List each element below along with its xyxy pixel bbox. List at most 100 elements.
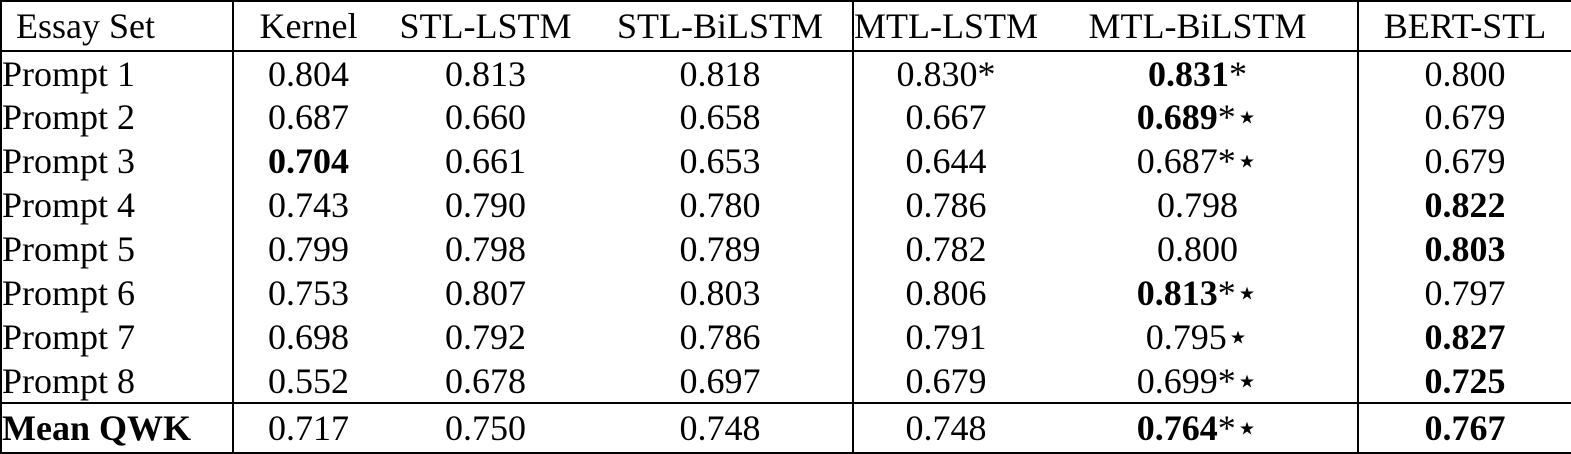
header-row: Essay Set Kernel STL-LSTM STL-BiLSTM MTL…: [1, 1, 1571, 52]
score-value: 0.792: [445, 317, 526, 357]
row-label: Mean QWK: [1, 402, 233, 453]
score-cell: 0.653: [588, 139, 853, 183]
score-value: 0.699: [1136, 360, 1218, 401]
score-cell: 0.789: [588, 227, 853, 271]
score-cell: 0.552: [232, 359, 383, 403]
significance-marker: ⋆: [1226, 317, 1250, 357]
mean-qwk-row: Mean QWK 0.717 0.750 0.748 0.748 0.764*⋆ 0.767: [1, 402, 1571, 453]
score-cell: 0.797: [1357, 271, 1571, 315]
score-cell: 0.743: [232, 183, 383, 227]
score-cell: 0.644: [852, 139, 1038, 183]
score-value: 0.798: [1157, 185, 1238, 225]
row-label: Prompt 5: [2, 229, 136, 269]
score-value: 0.658: [679, 97, 761, 137]
score-cell: 0.798: [383, 227, 588, 271]
score-value: 0.795: [1145, 317, 1227, 357]
score-cell: 0.830*: [852, 51, 1038, 95]
score-cell: 0.698: [232, 315, 383, 359]
score-cell: 0.687*⋆: [1038, 139, 1358, 183]
score-value: 0.743: [268, 185, 349, 225]
table-row-prompt-2: Prompt 2 0.687 0.660 0.658 0.667 0.689*⋆ 0.679: [1, 95, 1571, 139]
score-value: 0.800: [1424, 53, 1506, 94]
score-value: 0.782: [905, 229, 987, 269]
score-cell: 0.831*: [1038, 51, 1358, 95]
table-row-prompt-3: Prompt 3 0.704 0.661 0.653 0.644 0.687*⋆ 0.679: [1, 139, 1571, 183]
score-cell: 0.660: [383, 95, 588, 139]
score-value: 0.552: [268, 360, 349, 401]
row-label: Prompt 1: [2, 53, 136, 94]
score-value: 0.689: [1136, 97, 1218, 137]
score-cell: 0.658: [588, 95, 853, 139]
score-value: 0.803: [1424, 229, 1506, 269]
score-value: 0.804: [268, 53, 349, 94]
score-cell: 0.818: [588, 51, 853, 95]
row-label: Prompt 8: [2, 360, 136, 401]
score-cell: 0.807: [383, 271, 588, 315]
column-header-bert-stl: BERT-STL: [1357, 1, 1571, 52]
score-cell: 0.791: [852, 315, 1038, 359]
score-cell: 0.717: [232, 402, 383, 453]
score-cell: 0.687: [232, 95, 383, 139]
score-value: 0.687: [268, 97, 349, 137]
score-cell: 0.804: [232, 51, 383, 95]
score-value: 0.644: [905, 141, 987, 181]
score-cell: 0.800: [1357, 51, 1571, 95]
column-header-mtl-bilstm: MTL-BiLSTM: [1038, 1, 1358, 52]
score-value: 0.790: [445, 185, 526, 225]
score-value: 0.667: [905, 97, 987, 137]
score-cell: 0.792: [383, 315, 588, 359]
row-label: Prompt 4: [2, 185, 136, 225]
column-header-stl-bilstm: STL-BiLSTM: [588, 1, 853, 52]
score-value: 0.704: [268, 141, 349, 181]
score-cell: 0.748: [588, 402, 853, 453]
score-cell: 0.697: [588, 359, 853, 403]
score-value: 0.725: [1424, 360, 1506, 401]
score-cell: 0.689*⋆: [1038, 95, 1358, 139]
score-cell: 0.782: [852, 227, 1038, 271]
score-value: 0.679: [1424, 97, 1506, 137]
score-cell: 0.753: [232, 271, 383, 315]
score-value: 0.753: [268, 273, 349, 313]
score-value: 0.791: [905, 317, 987, 357]
score-cell: 0.679: [852, 359, 1038, 403]
score-cell: 0.786: [588, 315, 853, 359]
score-value: 0.698: [268, 317, 349, 357]
score-cell: 0.678: [383, 359, 588, 403]
table-row-prompt-6: Prompt 6 0.753 0.807 0.803 0.806 0.813*⋆ 0.797: [1, 271, 1571, 315]
score-value: 0.750: [445, 408, 526, 448]
score-cell: 0.790: [383, 183, 588, 227]
score-value: 0.786: [679, 317, 761, 357]
score-value: 0.764: [1136, 408, 1218, 448]
table-row-prompt-4: Prompt 4 0.743 0.790 0.780 0.786 0.798 0.822: [1, 183, 1571, 227]
score-cell: 0.795⋆: [1038, 315, 1358, 359]
score-value: 0.780: [679, 185, 761, 225]
score-cell: 0.803: [1357, 227, 1571, 271]
column-header-stl-lstm: STL-LSTM: [383, 1, 588, 52]
score-value: 0.653: [679, 141, 761, 181]
score-cell: 0.822: [1357, 183, 1571, 227]
score-cell: 0.667: [852, 95, 1038, 139]
score-value: 0.660: [445, 97, 526, 137]
score-value: 0.748: [679, 408, 761, 448]
score-value: 0.799: [268, 229, 349, 269]
score-value: 0.800: [1157, 229, 1238, 269]
score-cell: 0.679: [1357, 139, 1571, 183]
significance-marker: *: [1229, 53, 1247, 94]
score-cell: 0.800: [1038, 227, 1358, 271]
score-value: 0.687: [1136, 141, 1218, 181]
score-value: 0.830: [896, 53, 978, 94]
score-cell: 0.679: [1357, 95, 1571, 139]
table-row-prompt-5: Prompt 5 0.799 0.798 0.789 0.782 0.800 0.803: [1, 227, 1571, 271]
score-cell: 0.750: [383, 402, 588, 453]
score-cell: 0.813*⋆: [1038, 271, 1358, 315]
score-value: 0.806: [905, 273, 987, 313]
score-value: 0.748: [905, 408, 987, 448]
table-header: Essay Set Kernel STL-LSTM STL-BiLSTM MTL…: [1, 1, 1571, 52]
table-body: Prompt 1 0.804 0.813 0.818 0.830* 0.831* 0.800…: [1, 51, 1571, 453]
score-cell: 0.799: [232, 227, 383, 271]
row-label: Prompt 6: [2, 273, 136, 313]
score-cell: 0.806: [852, 271, 1038, 315]
row-label: Prompt 3: [2, 141, 136, 181]
table-row-prompt-8: Prompt 8 0.552 0.678 0.697 0.679 0.699*⋆ 0.725: [1, 359, 1571, 403]
